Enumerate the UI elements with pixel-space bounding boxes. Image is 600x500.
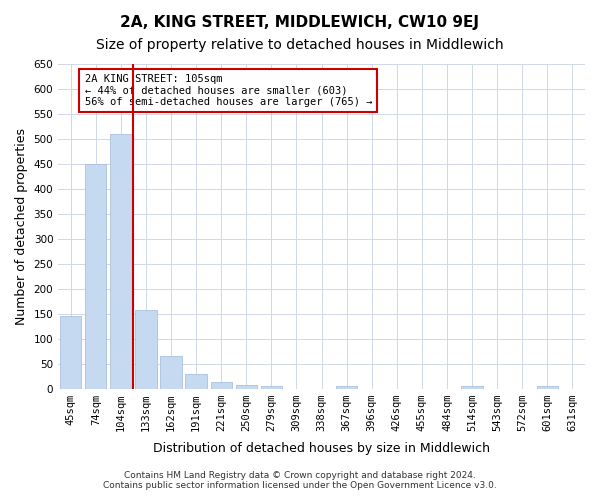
Text: Size of property relative to detached houses in Middlewich: Size of property relative to detached ho… — [96, 38, 504, 52]
Text: 2A KING STREET: 105sqm
← 44% of detached houses are smaller (603)
56% of semi-de: 2A KING STREET: 105sqm ← 44% of detached… — [85, 74, 372, 107]
Bar — [85, 164, 106, 388]
Bar — [211, 382, 232, 388]
Text: Contains HM Land Registry data © Crown copyright and database right 2024.
Contai: Contains HM Land Registry data © Crown c… — [103, 470, 497, 490]
X-axis label: Distribution of detached houses by size in Middlewich: Distribution of detached houses by size … — [153, 442, 490, 455]
Bar — [261, 386, 282, 388]
Text: 2A, KING STREET, MIDDLEWICH, CW10 9EJ: 2A, KING STREET, MIDDLEWICH, CW10 9EJ — [121, 15, 479, 30]
Bar — [136, 310, 157, 388]
Bar — [160, 356, 182, 388]
Bar — [110, 134, 131, 388]
Bar — [537, 386, 558, 388]
Bar — [60, 316, 82, 388]
Bar — [185, 374, 207, 388]
Y-axis label: Number of detached properties: Number of detached properties — [15, 128, 28, 325]
Bar — [461, 386, 483, 388]
Bar — [236, 384, 257, 388]
Bar — [336, 386, 358, 388]
